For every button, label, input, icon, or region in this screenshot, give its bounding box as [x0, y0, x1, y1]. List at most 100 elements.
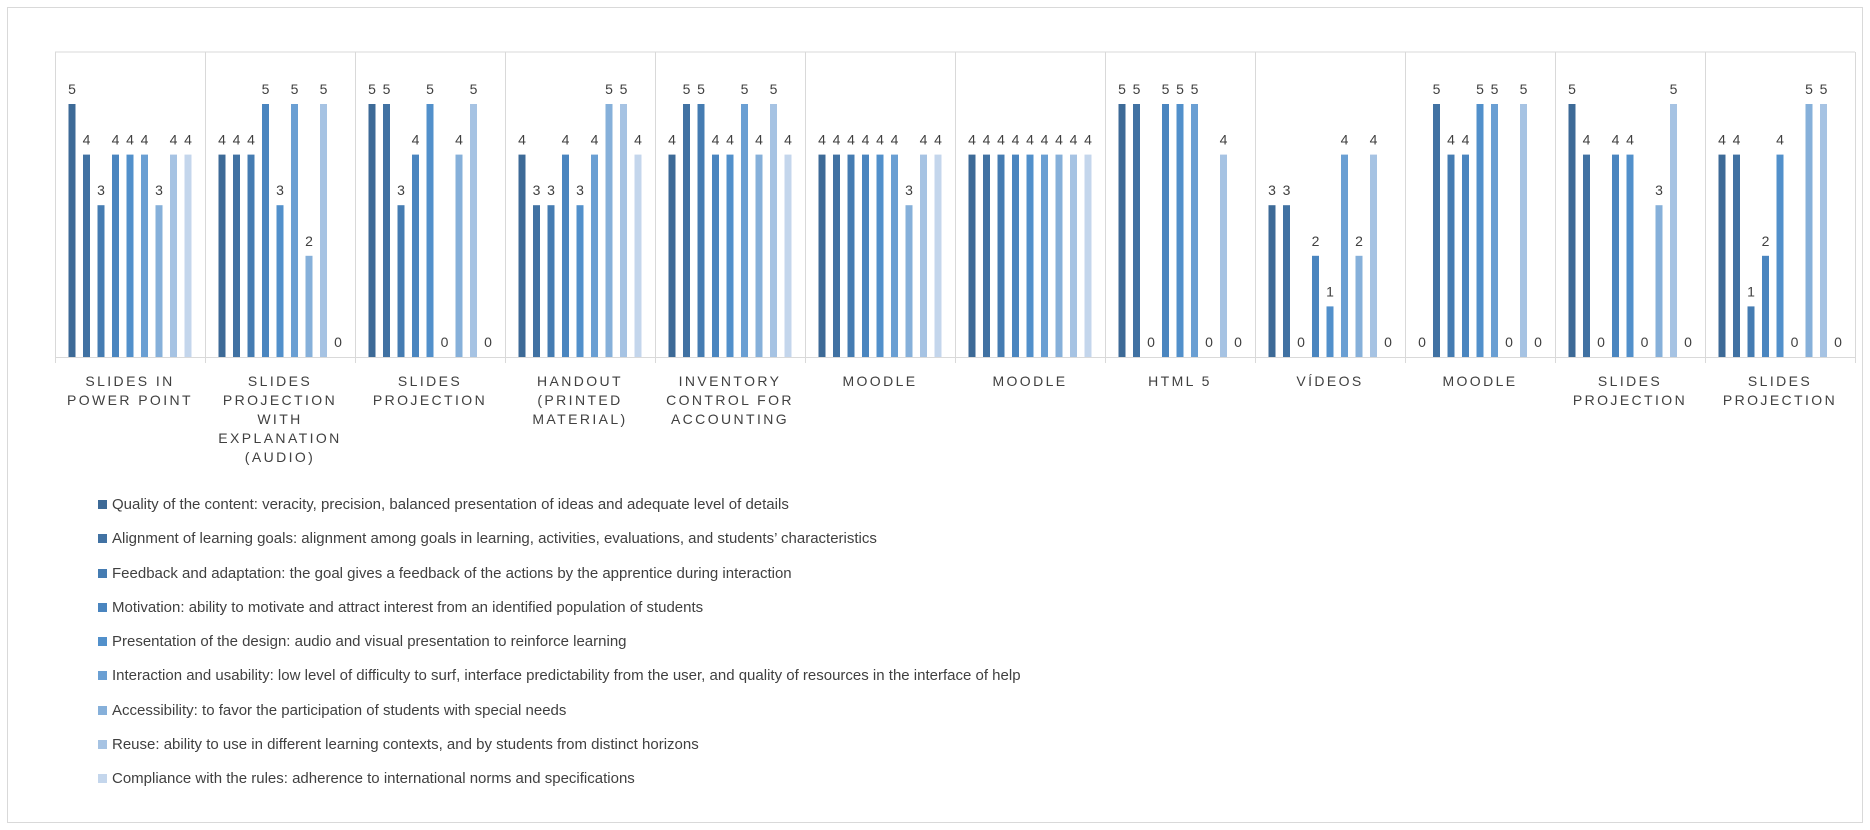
data-label: 0: [1147, 334, 1155, 350]
data-label: 5: [1476, 81, 1484, 97]
data-label: 4: [83, 132, 91, 148]
data-label: 4: [876, 132, 884, 148]
data-label: 5: [1118, 81, 1126, 97]
data-label: 4: [891, 132, 899, 148]
data-label: 4: [1718, 132, 1726, 148]
bar: [1612, 154, 1619, 357]
data-label: 0: [441, 334, 449, 350]
bar: [620, 104, 627, 357]
legend-item: Feedback and adaptation: the goal gives …: [98, 565, 1021, 582]
data-label: 4: [862, 132, 870, 148]
bar: [383, 104, 390, 357]
bar: [1583, 154, 1590, 357]
category-label: SLIDES: [248, 373, 312, 389]
bar: [320, 104, 327, 357]
data-label: 5: [1568, 81, 1576, 97]
legend-label: Presentation of the design: audio and vi…: [112, 633, 627, 651]
data-label: 4: [847, 132, 855, 148]
bar: [997, 154, 1005, 357]
data-label: 4: [934, 132, 942, 148]
category-label: ACCOUNTING: [671, 411, 789, 427]
legend-item: Alignment of learning goals: alignment a…: [98, 530, 1021, 547]
bar: [770, 104, 777, 357]
bar: [1655, 205, 1663, 357]
data-label: 4: [141, 132, 149, 148]
bar: [1312, 255, 1319, 357]
data-label: 4: [818, 132, 826, 148]
bar: [455, 154, 463, 357]
bar: [862, 154, 869, 357]
bar: [1520, 104, 1527, 357]
data-label: 5: [1670, 81, 1678, 97]
data-label: 4: [784, 132, 792, 148]
bar: [1118, 104, 1126, 357]
bar: [247, 154, 255, 357]
category-label: WITH: [257, 411, 302, 427]
data-label: 5: [383, 81, 391, 97]
data-label: 1: [1747, 283, 1755, 299]
bar: [1084, 154, 1092, 357]
bar: [833, 154, 840, 357]
category-label: SLIDES: [1598, 373, 1662, 389]
bar: [634, 154, 642, 357]
legend-label: Compliance with the rules: adherence to …: [112, 770, 635, 788]
category-label: POWER POINT: [67, 392, 193, 408]
data-label: 5: [426, 81, 434, 97]
legend-label: Accessibility: to favor the participatio…: [112, 701, 567, 719]
data-label: 5: [1520, 81, 1528, 97]
data-label: 5: [470, 81, 478, 97]
data-label: 4: [726, 132, 734, 148]
data-label: 5: [1191, 81, 1199, 97]
data-label: 4: [1776, 132, 1784, 148]
data-label: 5: [683, 81, 691, 97]
legend-swatch: [98, 534, 107, 544]
legend-item: Reuse: ability to use in different learn…: [98, 736, 1021, 753]
data-label: 4: [755, 132, 763, 148]
bar: [1220, 154, 1227, 357]
category-label: MOODLE: [992, 373, 1067, 389]
data-label: 5: [320, 81, 328, 97]
legend-label: Interaction and usability: low level of …: [112, 667, 1021, 685]
data-label: 5: [291, 81, 299, 97]
data-label: 4: [1462, 132, 1470, 148]
data-label: 0: [1205, 334, 1213, 350]
data-label: 4: [184, 132, 192, 148]
bar: [533, 205, 540, 357]
category-label: EXPLANATION: [218, 430, 341, 446]
data-label: 5: [1820, 81, 1828, 97]
data-label: 4: [1341, 132, 1349, 148]
bar: [847, 154, 855, 357]
bar: [1447, 154, 1455, 357]
data-label: 2: [1762, 233, 1770, 249]
bar: [1670, 104, 1677, 357]
data-label: 4: [634, 132, 642, 148]
category-label: PROJECTION: [223, 392, 337, 408]
bar: [1433, 104, 1440, 357]
bar: [605, 104, 613, 357]
bar: [818, 154, 826, 357]
data-label: 4: [1084, 132, 1092, 148]
data-label: 2: [1312, 233, 1320, 249]
legend-swatch: [98, 637, 107, 647]
legend-swatch: [98, 705, 107, 715]
bar: [276, 205, 284, 357]
data-label: 4: [983, 132, 991, 148]
legend-swatch: [98, 602, 107, 612]
data-label: 5: [262, 81, 270, 97]
data-label: 0: [334, 334, 342, 350]
bar: [1462, 154, 1469, 357]
bar: [1370, 154, 1377, 357]
bar: [683, 104, 690, 357]
data-label: 5: [1162, 81, 1170, 97]
data-label: 5: [697, 81, 705, 97]
bar: [184, 154, 192, 357]
bar: [905, 205, 913, 357]
data-label: 4: [591, 132, 599, 148]
bar: [576, 205, 584, 357]
category-label: (PRINTED: [537, 392, 622, 408]
legend-label: Feedback and adaptation: the goal gives …: [112, 564, 792, 582]
bar: [1491, 104, 1498, 357]
bar: [891, 154, 898, 357]
data-label: 5: [1176, 81, 1184, 97]
bar: [1733, 154, 1740, 357]
